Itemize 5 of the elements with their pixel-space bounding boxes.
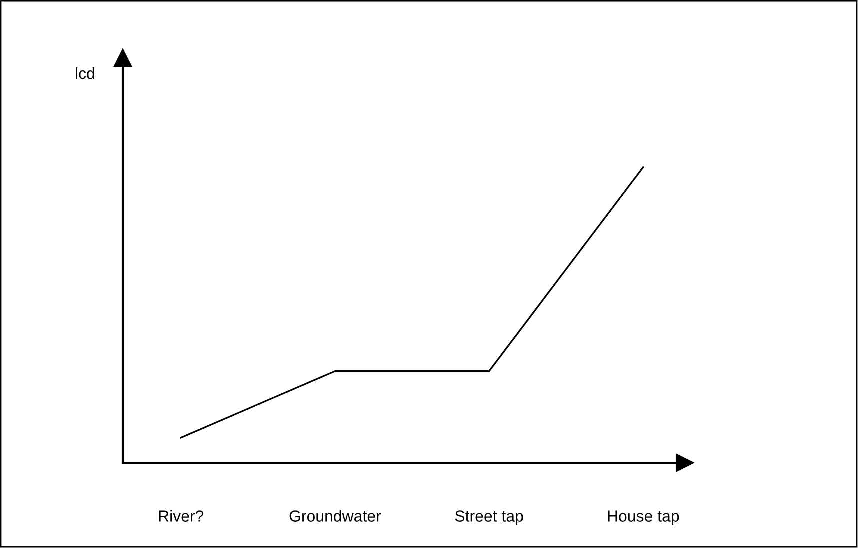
text: lcd [76, 68, 94, 80]
x-tick-label: Street tap [455, 510, 524, 526]
x-tick-label: House tap [608, 510, 680, 526]
x-tick-label: River? [159, 510, 204, 522]
x-tick-label: Groundwater [290, 510, 382, 522]
